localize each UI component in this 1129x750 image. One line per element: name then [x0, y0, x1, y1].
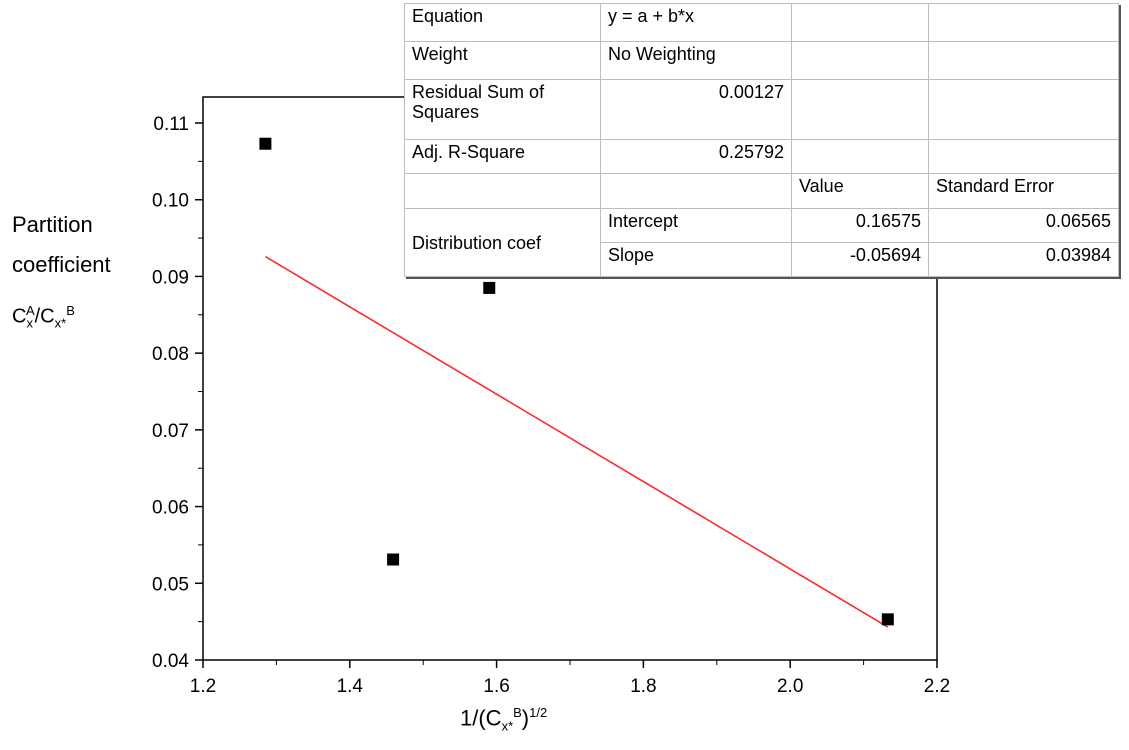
- slope-standard-error: 0.03984: [928, 242, 1119, 277]
- adj-r-square-label: Adj. R-Square: [404, 139, 601, 174]
- fit-line-group: [264, 255, 889, 628]
- weight-label: Weight: [404, 41, 601, 80]
- y-tick-label: 0.05: [152, 574, 189, 595]
- intercept-label: Intercept: [600, 208, 792, 243]
- x-axis-label: 1/(Cx*B)1/2: [460, 705, 548, 734]
- y-tick-label: 0.07: [152, 421, 189, 442]
- distribution-coef-label: Distribution coef: [404, 208, 601, 277]
- intercept-standard-error: 0.06565: [928, 208, 1119, 243]
- tick-labels: 1.2 1.4 1.6 1.8 2.0 2.2 0.04 0.05 0.06 0.07 0.08 0.…: [152, 114, 950, 697]
- equation-label: Equation: [404, 3, 601, 42]
- y-tick-label: 0.08: [152, 344, 189, 365]
- y-tick-label: 0.06: [152, 498, 189, 519]
- x-tick-label: 2.2: [924, 676, 950, 697]
- y-axis-symbol: CxA/Cx*B: [12, 303, 75, 331]
- value-header: Value: [791, 173, 929, 209]
- table-row: Residual Sum of Squares 0.00127: [404, 79, 1119, 140]
- adj-r-square-value: 0.25792: [600, 139, 792, 174]
- y-tick-label: 0.11: [153, 114, 189, 135]
- intercept-value: 0.16575: [791, 208, 929, 243]
- y-axis-label: Partition coefficient CxA/Cx*B: [12, 205, 162, 344]
- fit-line: [264, 255, 889, 628]
- data-point: [259, 137, 272, 150]
- table-row: Weight No Weighting: [404, 41, 1119, 80]
- slope-value: -0.05694: [791, 242, 929, 277]
- table-row: Slope -0.05694 0.03984: [405, 242, 1119, 277]
- y-tick-label: 0.09: [152, 267, 189, 288]
- x-tick-label: 2.0: [777, 676, 803, 697]
- equation-value: y = a + b*x: [600, 3, 792, 42]
- x-tick-label: 1.4: [337, 676, 364, 697]
- y-tick-label: 0.04: [152, 651, 189, 672]
- x-tick-label: 1.2: [190, 676, 216, 697]
- slope-label: Slope: [600, 242, 792, 277]
- data-point: [483, 281, 496, 294]
- y-tick-label: 0.10: [152, 191, 189, 212]
- x-tick-label: 1.6: [483, 676, 509, 697]
- y-axis-label-line2: coefficient: [12, 252, 111, 277]
- data-point: [387, 553, 400, 566]
- table-row: Adj. R-Square 0.25792: [404, 139, 1119, 174]
- data-points: [259, 137, 894, 626]
- standard-error-header: Standard Error: [928, 173, 1119, 209]
- rss-value: 0.00127: [600, 79, 792, 140]
- x-tick-label: 1.8: [630, 676, 656, 697]
- y-axis-label-line1: Partition: [12, 212, 93, 237]
- table-row: Value Standard Error: [404, 173, 1119, 209]
- table-row: Distribution coef Intercept 0.16575 0.06…: [404, 208, 1119, 277]
- weight-value: No Weighting: [600, 41, 792, 80]
- data-point: [881, 613, 894, 626]
- table-row: Equation y = a + b*x: [404, 3, 1119, 42]
- rss-label: Residual Sum of Squares: [404, 79, 601, 140]
- fit-statistics-table: Equation y = a + b*x Weight No Weighting…: [404, 3, 1119, 277]
